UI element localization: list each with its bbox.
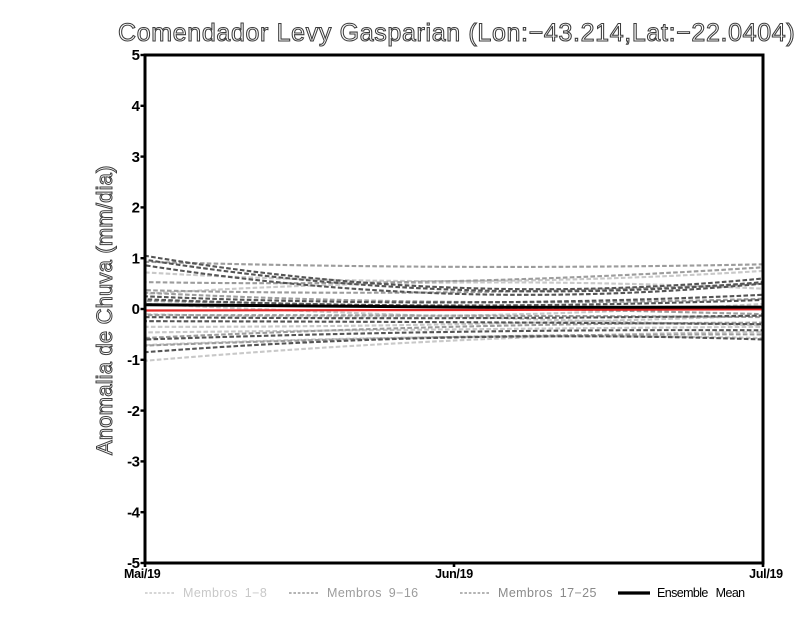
svg-text:-4: -4	[127, 504, 140, 521]
svg-text:Membros 9−16: Membros 9−16	[327, 586, 419, 600]
svg-text:Mai/19: Mai/19	[124, 567, 161, 581]
svg-text:Comendador Levy Gasparian (Lon: Comendador Levy Gasparian (Lon:−43.214,L…	[118, 19, 795, 47]
svg-text:-5: -5	[127, 555, 139, 572]
svg-text:2: 2	[132, 200, 140, 217]
svg-text:0: 0	[132, 301, 140, 318]
svg-text:3: 3	[132, 149, 140, 166]
svg-text:Membros 1−8: Membros 1−8	[183, 586, 267, 600]
svg-text:Anomalia de Chuva (mm/dia): Anomalia de Chuva (mm/dia)	[92, 165, 117, 455]
svg-text:Ensemble Mean: Ensemble Mean	[657, 586, 745, 600]
svg-text:-2: -2	[127, 403, 139, 420]
svg-text:5: 5	[132, 47, 140, 64]
svg-text:Jun/19: Jun/19	[435, 567, 473, 581]
svg-text:1: 1	[132, 250, 140, 267]
svg-text:4: 4	[132, 98, 141, 115]
svg-text:-1: -1	[127, 352, 139, 369]
svg-text:-3: -3	[127, 454, 139, 471]
svg-text:Jul/19: Jul/19	[749, 567, 783, 581]
svg-text:Membros 17−25: Membros 17−25	[498, 586, 597, 600]
